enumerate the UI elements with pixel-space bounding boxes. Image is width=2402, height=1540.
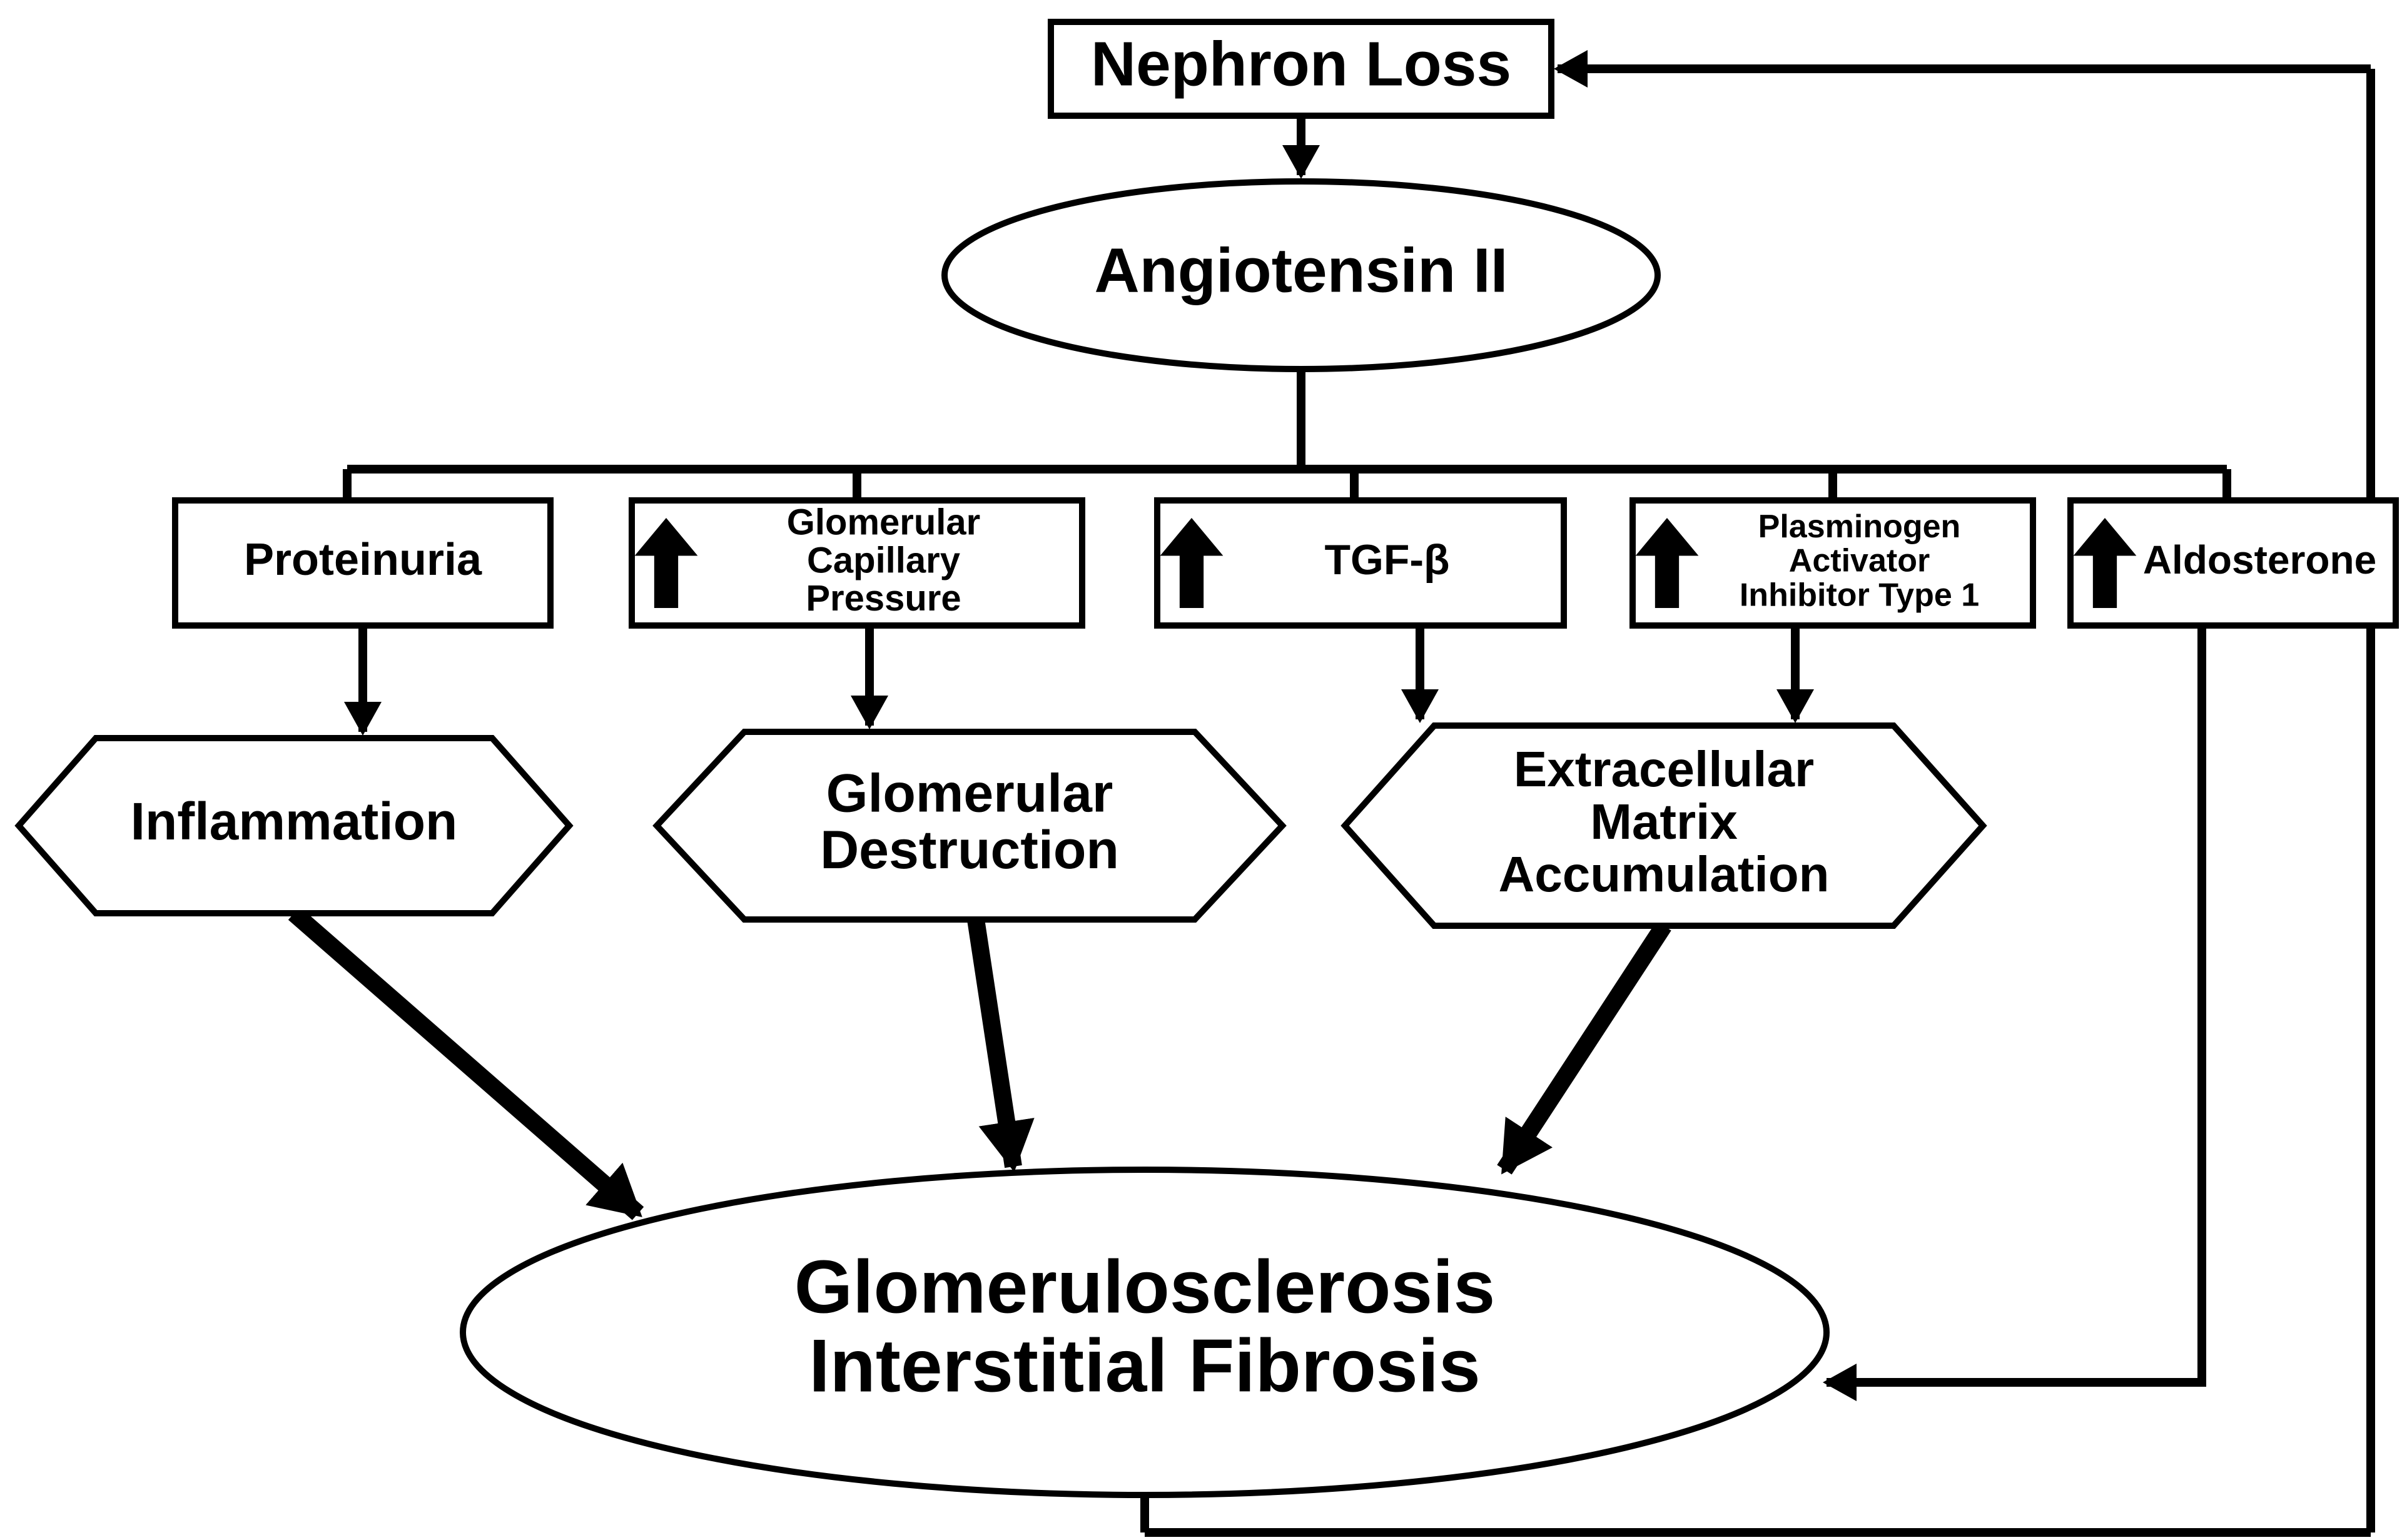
label-pai1-line2: Inhibitor Type 1 [1740,577,1979,613]
edge-glomdestr-to-sclerosis [976,919,1013,1167]
label-glom_destruction-line0: Glomerular [826,764,1113,824]
label-glomerulosclerosis-line0: Glomerulosclerosis [794,1245,1495,1329]
label-aldosterone: Aldosterone [2143,537,2376,582]
label-ecm_accum-line0: Extracellular [1514,741,1814,797]
edge-ecm-to-sclerosis [1504,926,1664,1170]
flowchart-diagram: Nephron Loss Angiotensin II Proteinuria Glo… [0,0,2402,1540]
label-nephron_loss: Nephron Loss [1091,29,1511,99]
label-proteinuria: Proteinuria [244,535,482,585]
label-inflammation: Inflammation [131,792,458,851]
label-glom_destruction-line1: Destruction [820,820,1119,880]
label-glom_cap_press-line1: Capillary [807,540,960,580]
label-ecm_accum-line2: Accumulation [1499,846,1830,902]
label-glomerulosclerosis-line1: Interstitial Fibrosis [809,1324,1481,1408]
label-angiotensin: Angiotensin II [1094,235,1508,305]
label-pai1-line1: Activator [1789,543,1930,579]
edge-inflam-to-sclerosis [294,913,638,1213]
label-glom_cap_press-line2: Pressure [806,578,961,619]
label-tgf_beta: TGF-β [1324,536,1449,584]
label-glom_cap_press-line0: Glomerular [787,502,980,542]
label-ecm_accum-line1: Matrix [1590,794,1738,849]
label-pai1-line0: Plasminogen [1758,509,1961,545]
